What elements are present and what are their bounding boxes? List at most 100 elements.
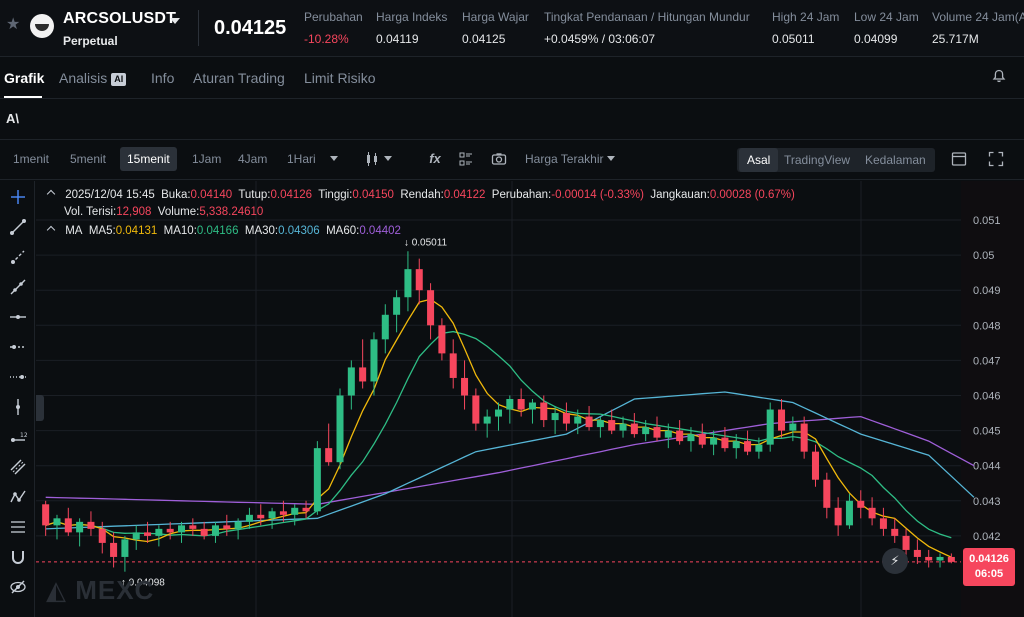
price-type-dropdown[interactable]: Harga Terakhir <box>518 147 622 171</box>
current-price-tag: 0.04126 06:05 <box>963 547 1015 586</box>
view-mode-switch: Asal TradingView Kedalaman <box>737 148 935 172</box>
magnet-icon[interactable] <box>9 548 27 566</box>
candle-type-icon[interactable] <box>364 151 380 167</box>
candle-body <box>132 532 140 540</box>
price-line-icon[interactable] <box>9 368 27 386</box>
fibonacci-icon[interactable] <box>9 518 27 536</box>
layout-settings-icon[interactable] <box>458 151 474 167</box>
current-price-value: 0.04126 <box>969 552 1009 565</box>
tab-info[interactable]: Info <box>151 70 175 86</box>
interval-4h[interactable]: 4Jam <box>238 152 268 166</box>
hide-drawings-icon[interactable] <box>9 578 27 596</box>
view-tradingview[interactable]: TradingView <box>784 153 851 167</box>
stat-value: 0.04119 <box>376 32 419 46</box>
ma60-value: 0.04402 <box>359 225 401 237</box>
fullscreen-icon[interactable] <box>988 151 1004 167</box>
range-label: Jangkauan: <box>650 189 710 201</box>
candle-body <box>619 423 627 431</box>
volume-info: Vol. Terisi:12,908 Volume:5,338.24610 <box>64 206 263 218</box>
collapse-chevron-icon[interactable] <box>46 189 56 199</box>
interval-1h[interactable]: 1Jam <box>192 152 222 166</box>
candle-body <box>891 528 899 536</box>
extended-line-icon[interactable] <box>9 278 27 296</box>
candle-body <box>393 297 401 315</box>
candle-body <box>687 434 695 442</box>
parallel-channel-icon[interactable] <box>9 458 27 476</box>
candle-body <box>845 500 853 526</box>
stat-fair-price: Harga Wajar 0.04125 <box>462 10 529 46</box>
sidebar-collapse-handle[interactable] <box>36 395 44 421</box>
stat-volume-24h: Volume 24 Jam(A 25.717M <box>932 10 1024 46</box>
interval-15m[interactable]: 15menit <box>120 147 177 171</box>
candle-body <box>427 290 435 326</box>
candle-body <box>868 507 876 519</box>
quick-trade-bolt-icon[interactable]: ⚡ <box>882 548 908 574</box>
pattern-tool-icon[interactable] <box>9 488 27 506</box>
interval-5m[interactable]: 5menit <box>70 152 107 166</box>
candle-body <box>778 409 786 431</box>
ma5-label: MA5: <box>88 225 116 237</box>
stat-value: 25.717M <box>932 32 979 46</box>
tab-trading-rules[interactable]: Aturan Trading <box>193 70 285 86</box>
low-label: Rendah: <box>400 189 444 201</box>
symbol-name[interactable]: ARCSOLUSDT <box>63 10 177 27</box>
view-depth[interactable]: Kedalaman <box>865 153 926 167</box>
candle-body <box>857 500 865 508</box>
ma-title[interactable]: MA <box>65 225 83 237</box>
stat-label: Volume 24 Jam(A <box>932 10 1024 24</box>
trendline-icon[interactable] <box>9 218 27 236</box>
stat-label: Tingkat Pendanaan / Hitungan Mundur <box>544 10 750 24</box>
indicators-fx-icon[interactable]: fx <box>429 151 441 166</box>
stat-label: High 24 Jam <box>772 10 840 24</box>
symbol-dropdown-chevron-icon[interactable] <box>170 18 180 24</box>
interval-1m[interactable]: 1menit <box>13 152 50 166</box>
candle-body <box>166 528 174 533</box>
candle-type-chevron-icon[interactable] <box>378 151 394 167</box>
candle-body <box>121 539 129 557</box>
candle-body <box>664 430 672 438</box>
interval-1d[interactable]: 1Hari <box>287 152 316 166</box>
candle-body <box>925 556 933 561</box>
bell-icon[interactable] <box>992 69 1006 83</box>
tab-risk-limit[interactable]: Limit Risiko <box>304 70 376 86</box>
stat-value: +0.0459% / 03:06:07 <box>544 32 656 46</box>
more-intervals-chevron-icon[interactable] <box>324 151 340 167</box>
y-tick-label: 0.047 <box>973 355 1001 367</box>
candle-body <box>178 525 186 533</box>
divider <box>198 10 199 46</box>
y-tick-label: 0.05 <box>973 250 994 262</box>
candle-body <box>528 402 536 410</box>
ma30-label: MA30: <box>244 225 279 237</box>
candle-body <box>347 367 355 396</box>
candle-body <box>438 325 446 354</box>
volume-label: Volume: <box>157 206 200 218</box>
high-label: Tinggi: <box>318 189 353 201</box>
view-original[interactable]: Asal <box>739 148 779 172</box>
open-value: 0.04140 <box>190 189 233 201</box>
tab-analysis[interactable]: Analisis AI <box>59 70 127 86</box>
crosshair-icon[interactable] <box>9 188 27 206</box>
panel-layout-icon[interactable] <box>951 151 967 167</box>
camera-icon[interactable] <box>491 151 507 167</box>
horizontal-line-icon[interactable] <box>9 308 27 326</box>
stat-high-24h: High 24 Jam 0.05011 <box>772 10 839 46</box>
ma-collapse-chevron-icon[interactable] <box>46 225 56 235</box>
low-marker-label: ↑ 0.04098 <box>121 578 165 589</box>
candle-body <box>540 402 548 421</box>
candle-body <box>257 514 265 519</box>
ai-assistant-icon[interactable]: A\ <box>6 111 19 126</box>
price-chart[interactable]: 0.051 0.05 0.049 0.048 0.047 0.046 0.045 0.044 0… <box>36 181 1024 617</box>
high-value: 0.04150 <box>352 189 394 201</box>
ray-line-icon[interactable] <box>9 248 27 266</box>
drawing-toolbar: 123 <box>0 181 35 617</box>
vertical-line-icon[interactable] <box>9 398 27 416</box>
stat-funding-rate[interactable]: Tingkat Pendanaan / Hitungan Mundur +0.0… <box>544 10 750 46</box>
price-label-icon[interactable]: 123 <box>9 428 27 446</box>
favorite-star-icon[interactable]: ★ <box>6 16 21 33</box>
ticker-bar: ★ ARCSOLUSDT Perpetual 0.04125 Perubahan… <box>0 0 1024 57</box>
contract-type: Perpetual <box>63 34 118 48</box>
horizontal-ray-icon[interactable] <box>9 338 27 356</box>
candlestick-chart[interactable]: 0.0510.050.0490.0480.0470.0460.0450.0440… <box>36 181 1024 617</box>
tab-chart[interactable]: Grafik <box>4 70 45 86</box>
price-type-label: Harga Terakhir <box>525 152 604 166</box>
